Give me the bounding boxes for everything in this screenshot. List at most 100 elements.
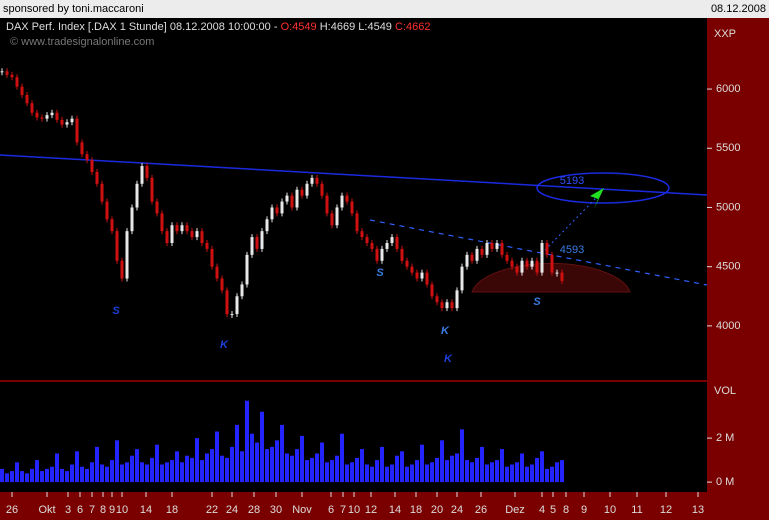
candle — [490, 243, 494, 249]
candle — [145, 166, 149, 178]
candle — [400, 248, 404, 261]
volume-bar — [465, 460, 469, 483]
volume-bar — [325, 462, 329, 483]
x-tick-label: 14 — [140, 504, 152, 516]
candle — [70, 118, 74, 123]
high: H:4669 — [320, 21, 355, 33]
annotation: 5193 — [560, 175, 584, 187]
volume-bar — [15, 462, 19, 483]
volume-bar — [185, 455, 189, 483]
candle — [150, 177, 154, 202]
volume-bar — [0, 468, 4, 483]
candle — [280, 201, 284, 214]
volume-bar — [130, 455, 134, 483]
volume-bar — [160, 464, 164, 483]
candle — [420, 272, 424, 279]
volume-bar — [545, 468, 549, 483]
volume-bar — [435, 457, 439, 483]
volume-bar — [210, 449, 214, 483]
volume-bar — [110, 460, 114, 483]
volume-bar — [125, 462, 129, 483]
candle — [455, 290, 459, 309]
volume-bar — [245, 400, 249, 483]
volume-bar — [300, 435, 304, 483]
x-tick-label: 12 — [365, 504, 377, 516]
volume-bar — [555, 462, 559, 483]
candle — [90, 160, 94, 172]
volume-bar — [535, 457, 539, 483]
candle — [245, 254, 249, 285]
volume-bar — [135, 449, 139, 483]
volume-bar — [195, 438, 199, 483]
volume-bar — [20, 471, 24, 483]
candle — [555, 272, 559, 274]
candle — [300, 189, 304, 196]
volume-bar — [175, 451, 179, 483]
candle — [380, 248, 384, 261]
candle — [355, 213, 359, 232]
x-tick-label: 18 — [410, 504, 422, 516]
volume-bar — [395, 455, 399, 483]
x-tick-label: 26 — [6, 504, 18, 516]
candle — [210, 248, 214, 267]
volume-bar — [550, 466, 554, 483]
candle — [550, 254, 554, 273]
volume-tick-label: 2 M — [716, 432, 734, 444]
volume-bar — [380, 446, 384, 483]
candle — [140, 166, 144, 184]
volume-bar — [50, 466, 54, 483]
candle — [515, 266, 519, 273]
candle — [290, 195, 294, 208]
volume-bar — [410, 464, 414, 483]
y-tick-label: 5500 — [716, 142, 740, 154]
candle — [470, 254, 474, 261]
candle — [10, 74, 14, 78]
volume-bar — [255, 442, 259, 483]
candle — [460, 266, 464, 291]
volume-bar — [440, 440, 444, 483]
volume-bar — [460, 429, 464, 483]
x-tick-label: 10 — [116, 504, 128, 516]
x-tick-label: 5 — [550, 504, 556, 516]
header-date: 08.12.2008 — [711, 3, 766, 15]
candle — [350, 201, 354, 214]
candle — [450, 302, 454, 309]
annotation: K — [220, 339, 229, 351]
volume-bar — [340, 433, 344, 483]
candle — [500, 243, 504, 255]
candle — [255, 237, 259, 249]
candle — [365, 237, 369, 243]
candle — [175, 225, 179, 232]
volume-bar — [295, 449, 299, 483]
volume-tick-label: 0 M — [716, 476, 734, 488]
volume-bar — [475, 457, 479, 483]
volume-bar — [70, 464, 74, 483]
volume-bar — [350, 462, 354, 483]
candle — [95, 171, 99, 184]
volume-bar — [10, 471, 14, 483]
x-tick-label: 3 — [65, 504, 71, 516]
target-arrow — [590, 188, 604, 209]
volume-bar — [170, 460, 174, 483]
volume-label: VOL — [714, 385, 736, 397]
annotation: K — [441, 325, 450, 337]
neckline — [369, 219, 708, 286]
candle — [295, 189, 299, 208]
volume-bar — [100, 464, 104, 483]
candle — [315, 177, 319, 184]
volume-bar — [375, 460, 379, 483]
candle — [25, 94, 29, 104]
candle — [330, 213, 334, 226]
right-axis — [707, 18, 769, 520]
annotation: K — [444, 353, 453, 365]
candle — [75, 118, 79, 143]
candle — [215, 266, 219, 279]
price-panel — [0, 18, 707, 380]
candle — [0, 71, 4, 73]
candle — [240, 284, 244, 297]
volume-bar — [355, 457, 359, 483]
volume-bar — [55, 453, 59, 483]
x-tick-label: 6 — [328, 504, 334, 516]
candle — [165, 231, 169, 243]
candle — [155, 201, 159, 214]
